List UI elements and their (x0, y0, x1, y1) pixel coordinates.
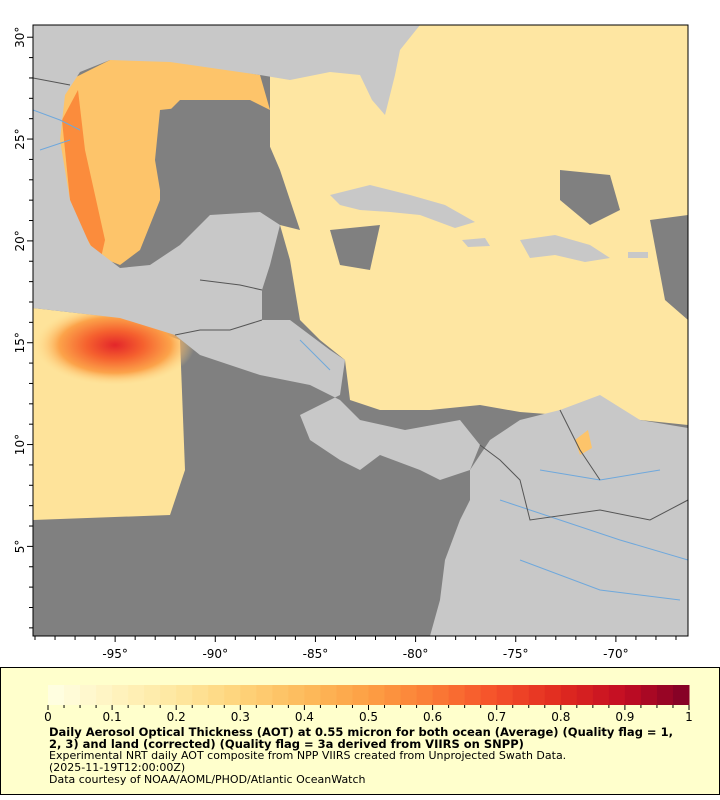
colorbar-swatch (240, 685, 257, 705)
colorbar-swatch (512, 685, 530, 705)
colorbar-swatch (192, 685, 209, 705)
colorbar-tick-label: 0.7 (487, 710, 506, 723)
colorbar-swatch (496, 685, 514, 705)
lat-tick-label: 25° (13, 128, 27, 149)
colorbar-swatch (464, 685, 482, 705)
colorbar-tick-label: 0 (44, 710, 52, 723)
colorbar-swatch (320, 685, 337, 705)
colorbar-swatch (656, 685, 674, 705)
colorbar-swatch (640, 685, 658, 705)
colorbar: 0 0.1 0.2 0.3 0.4 0.5 0.6 0.7 0.8 0.9 1 (44, 685, 693, 723)
colorbar-swatch (48, 685, 65, 705)
lon-tick-label: -85° (303, 647, 329, 661)
land-north-america (33, 25, 480, 480)
aot-map: -95° -90° -85° -80° -75° -70° 5° 10° 15° 20° 25° 30… (13, 24, 689, 661)
legend-time: (2025-11-19T12:00:00Z) (49, 761, 186, 774)
lat-tick-label: 10° (13, 434, 27, 455)
colorbar-tick-label: 0.3 (231, 710, 250, 723)
colorbar-swatch (128, 685, 145, 705)
colorbar-swatch (160, 685, 177, 705)
lat-tick-label: 5° (13, 540, 27, 554)
colorbar-swatch (672, 685, 690, 705)
colorbar-tick-label: 0.1 (103, 710, 122, 723)
aot-caribbean-atlantic (270, 25, 688, 425)
colorbar-swatch (608, 685, 626, 705)
aot-gulf-coast-orange (62, 90, 105, 262)
colorbar-swatch (400, 685, 418, 705)
colorbar-tick-label: 0.9 (615, 710, 634, 723)
colorbar-swatch (96, 685, 113, 705)
colorbar-tick-label: 0.4 (295, 710, 314, 723)
land-cuba (330, 185, 475, 228)
colorbar-tick-label: 0.6 (423, 710, 442, 723)
land-puerto-rico (628, 252, 648, 258)
colorbar-tick-label: 0.5 (359, 710, 378, 723)
colorbar-swatch (560, 685, 578, 705)
colorbar-swatch (336, 685, 353, 705)
colorbar-swatch (528, 685, 546, 705)
aot-gulf-west (60, 60, 270, 265)
colorbar-swatch (448, 685, 466, 705)
colorbar-swatch (112, 685, 129, 705)
lon-tick-label: -75° (503, 647, 529, 661)
colorbar-swatch (176, 685, 193, 705)
legend-description: Experimental NRT daily AOT composite fro… (49, 749, 567, 762)
colorbar-tick-label: 0.2 (167, 710, 186, 723)
colorbar-swatch (288, 685, 305, 705)
colorbar-swatch (304, 685, 321, 705)
colorbar-tick-label: 1 (685, 710, 693, 723)
colorbar-swatch (624, 685, 642, 705)
colorbar-swatch (592, 685, 610, 705)
colorbar-swatch (416, 685, 434, 705)
legend-panel: 0 0.1 0.2 0.3 0.4 0.5 0.6 0.7 0.8 0.9 1 Daily Aero… (0, 667, 720, 795)
lon-tick-label: -70° (603, 647, 629, 661)
lat-tick-label: 30° (13, 27, 27, 48)
colorbar-swatch (368, 685, 386, 705)
lon-tick-label: -95° (102, 647, 128, 661)
land-jamaica (462, 238, 490, 247)
colorbar-swatch (144, 685, 161, 705)
colorbar-swatch (432, 685, 450, 705)
colorbar-tick-label: 0.8 (551, 710, 570, 723)
no-data-gulf (155, 100, 300, 235)
legend-credit: Data courtesy of NOAA/AOML/PHOD/Atlantic… (49, 773, 366, 786)
colorbar-swatch (384, 685, 402, 705)
colorbar-swatch (576, 685, 594, 705)
lat-tick-label: 20° (13, 230, 27, 251)
map-frame (32, 24, 689, 637)
colorbar-swatch (256, 685, 273, 705)
colorbar-swatch (208, 685, 225, 705)
lon-tick-label: -90° (202, 647, 228, 661)
lon-tick-label: -80° (403, 647, 429, 661)
borders (33, 77, 688, 521)
colorbar-swatch (224, 685, 241, 705)
no-data-atlantic (330, 170, 688, 320)
colorbar-swatch (352, 685, 369, 705)
map-axes: -95° -90° -85° -80° -75° -70° 5° 10° 15° 20° 25° 30… (13, 27, 677, 661)
colorbar-swatch (272, 685, 289, 705)
land-hispaniola (520, 235, 610, 262)
legend-title: Daily Aerosol Optical Thickness (AOT) at… (49, 725, 673, 751)
colorbar-swatch (64, 685, 81, 705)
lat-tick-label: 15° (13, 332, 27, 353)
colorbar-swatch (544, 685, 562, 705)
colorbar-swatch (480, 685, 498, 705)
colorbar-swatch (80, 685, 97, 705)
